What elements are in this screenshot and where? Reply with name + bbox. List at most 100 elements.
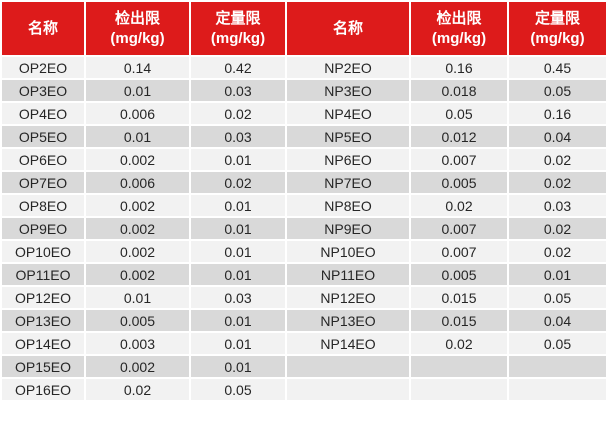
limit-value-cell: 0.14 [84, 55, 191, 80]
compound-name-cell: NP9EO [285, 216, 411, 241]
limit-value-cell: 0.42 [189, 55, 287, 80]
compound-name-cell: NP13EO [285, 308, 411, 333]
limit-value-cell: 0.002 [84, 216, 191, 241]
compound-name-cell: NP6EO [285, 147, 411, 172]
limit-value-cell: 0.007 [409, 216, 509, 241]
limit-value-cell: 0.01 [189, 216, 287, 241]
table-row: OP2EO 0.14 0.42 NP2EO 0.16 0.45 [0, 55, 608, 80]
limit-value-cell: 0.01 [189, 354, 287, 379]
compound-name-cell [285, 377, 411, 402]
table-row: OP10EO 0.002 0.01 NP10EO 0.007 0.02 [0, 239, 608, 264]
compound-name-cell: NP14EO [285, 331, 411, 356]
header-unit: (mg/kg) [110, 29, 165, 47]
limit-value-cell: 0.005 [84, 308, 191, 333]
limit-value-cell: 0.006 [84, 170, 191, 195]
limit-value-cell: 0.05 [507, 331, 608, 356]
limit-value-cell: 0.01 [189, 308, 287, 333]
header-label: 检出限 [436, 9, 482, 27]
limit-value-cell [409, 354, 509, 379]
table-row: OP11EO 0.002 0.01 NP11EO 0.005 0.01 [0, 262, 608, 287]
compound-name-cell: OP5EO [0, 124, 86, 149]
limit-value-cell: 0.02 [409, 193, 509, 218]
header-label: 名称 [332, 19, 363, 37]
limit-value-cell: 0.018 [409, 78, 509, 103]
compound-name-cell: OP2EO [0, 55, 86, 80]
limit-value-cell: 0.02 [409, 331, 509, 356]
limit-value-cell: 0.03 [507, 193, 608, 218]
compound-name-cell: NP8EO [285, 193, 411, 218]
table-row: OP13EO 0.005 0.01 NP13EO 0.015 0.04 [0, 308, 608, 333]
limit-value-cell: 0.04 [507, 124, 608, 149]
table-row: OP15EO 0.002 0.01 [0, 354, 608, 379]
table-row: OP12EO 0.01 0.03 NP12EO 0.015 0.05 [0, 285, 608, 310]
table-row: OP14EO 0.003 0.01 NP14EO 0.02 0.05 [0, 331, 608, 356]
limit-value-cell: 0.003 [84, 331, 191, 356]
limit-value-cell: 0.02 [189, 170, 287, 195]
limit-value-cell: 0.01 [189, 262, 287, 287]
compound-name-cell: NP11EO [285, 262, 411, 287]
limit-value-cell: 0.002 [84, 239, 191, 264]
limit-value-cell: 0.01 [84, 78, 191, 103]
table-row: OP5EO 0.01 0.03 NP5EO 0.012 0.04 [0, 124, 608, 149]
table-row: OP3EO 0.01 0.03 NP3EO 0.018 0.05 [0, 78, 608, 103]
compound-name-cell: NP2EO [285, 55, 411, 80]
header-quantification-limit-right: 定量限 (mg/kg) [507, 0, 608, 57]
compound-name-cell: OP9EO [0, 216, 86, 241]
header-label: 检出限 [114, 9, 160, 27]
header-row: 名称 检出限 (mg/kg) 定量限 (mg/kg) 名称 检出限 (mg/kg) 定… [0, 0, 608, 57]
header-unit: (mg/kg) [210, 29, 266, 47]
table-row: OP7EO 0.006 0.02 NP7EO 0.005 0.02 [0, 170, 608, 195]
header-detection-limit-right: 检出限 (mg/kg) [409, 0, 509, 57]
compound-name-cell [285, 354, 411, 379]
limit-value-cell: 0.03 [189, 78, 287, 103]
limit-value-cell: 0.005 [409, 262, 509, 287]
limit-value-cell: 0.01 [189, 147, 287, 172]
limit-value-cell: 0.04 [507, 308, 608, 333]
header-unit: (mg/kg) [530, 29, 585, 47]
compound-name-cell: NP5EO [285, 124, 411, 149]
compound-name-cell: OP12EO [0, 285, 86, 310]
header-name-right: 名称 [285, 0, 411, 57]
limit-value-cell [507, 377, 608, 402]
header-unit: (mg/kg) [431, 29, 487, 47]
compound-name-cell: NP4EO [285, 101, 411, 126]
limit-value-cell: 0.01 [189, 331, 287, 356]
limit-value-cell: 0.16 [507, 101, 608, 126]
compound-name-cell: OP15EO [0, 354, 86, 379]
limit-value-cell: 0.05 [409, 101, 509, 126]
header-detection-limit-left: 检出限 (mg/kg) [84, 0, 191, 57]
limit-value-cell: 0.02 [507, 170, 608, 195]
limit-value-cell: 0.03 [189, 124, 287, 149]
limit-value-cell: 0.02 [507, 239, 608, 264]
limit-value-cell: 0.006 [84, 101, 191, 126]
limit-value-cell: 0.015 [409, 308, 509, 333]
compound-name-cell: OP10EO [0, 239, 86, 264]
table-row: OP16EO 0.02 0.05 [0, 377, 608, 402]
limit-value-cell: 0.02 [507, 147, 608, 172]
limit-value-cell: 0.01 [84, 285, 191, 310]
compound-name-cell: OP8EO [0, 193, 86, 218]
limit-value-cell: 0.01 [189, 239, 287, 264]
limit-value-cell: 0.002 [84, 354, 191, 379]
limit-value-cell: 0.03 [189, 285, 287, 310]
limit-value-cell: 0.05 [507, 78, 608, 103]
table-header: 名称 检出限 (mg/kg) 定量限 (mg/kg) 名称 检出限 (mg/kg) 定… [0, 0, 608, 57]
limit-value-cell [409, 377, 509, 402]
compound-name-cell: OP14EO [0, 331, 86, 356]
compound-name-cell: OP11EO [0, 262, 86, 287]
limit-value-cell: 0.015 [409, 285, 509, 310]
table-body: OP2EO 0.14 0.42 NP2EO 0.16 0.45 OP3EO 0.01 0.03 N… [0, 55, 608, 402]
limit-value-cell: 0.02 [189, 101, 287, 126]
compound-name-cell: OP6EO [0, 147, 86, 172]
limit-value-cell: 0.01 [189, 193, 287, 218]
compound-name-cell: NP3EO [285, 78, 411, 103]
table-row: OP8EO 0.002 0.01 NP8EO 0.02 0.03 [0, 193, 608, 218]
compound-name-cell: NP10EO [285, 239, 411, 264]
header-label: 名称 [27, 19, 58, 37]
compound-name-cell: OP3EO [0, 78, 86, 103]
detection-limits-table: 名称 检出限 (mg/kg) 定量限 (mg/kg) 名称 检出限 (mg/kg) 定… [0, 0, 608, 402]
compound-name-cell: OP13EO [0, 308, 86, 333]
limit-value-cell: 0.002 [84, 193, 191, 218]
limit-value-cell: 0.002 [84, 262, 191, 287]
limit-value-cell: 0.02 [507, 216, 608, 241]
